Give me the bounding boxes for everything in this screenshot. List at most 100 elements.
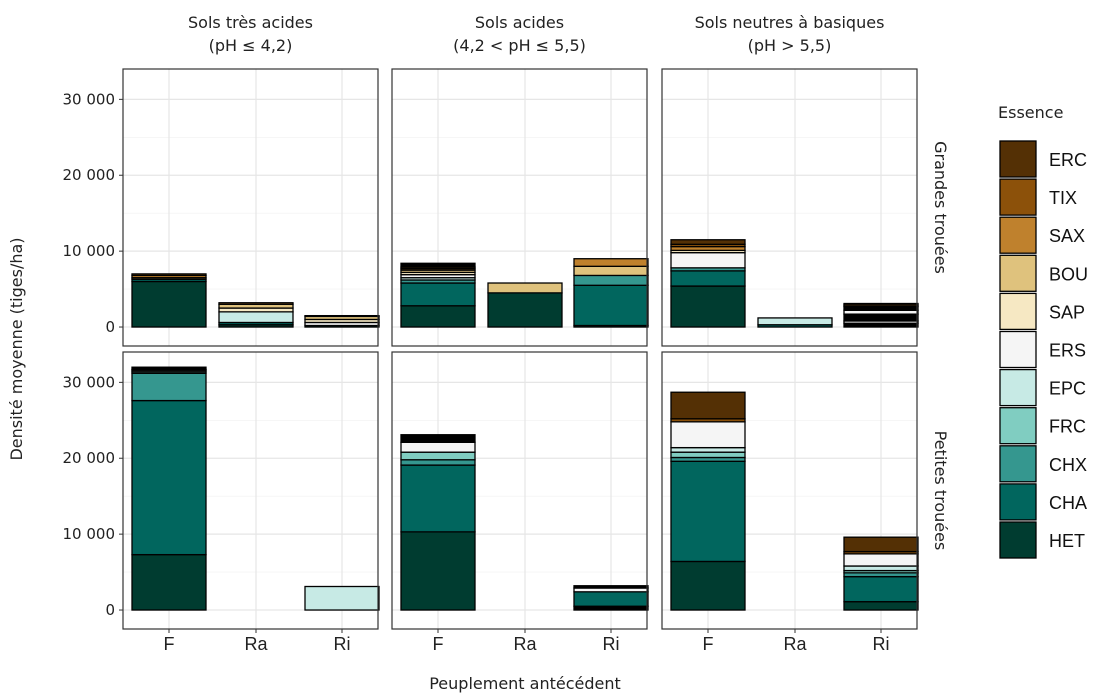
x-tick-label: F <box>433 634 444 654</box>
bar-segment <box>843 565 919 572</box>
legend-label: SAX <box>1049 226 1085 246</box>
bar-segment <box>573 265 649 277</box>
bar-segment <box>670 560 746 611</box>
bar-segment <box>670 285 746 328</box>
legend-label: CHX <box>1049 455 1087 475</box>
panel-border <box>661 351 918 630</box>
x-tick-label: Ri <box>603 634 620 654</box>
legend-title: Essence <box>998 103 1063 122</box>
legend-swatch <box>999 330 1037 369</box>
bar-segment <box>843 313 919 322</box>
y-axis-title: Densité moyenne (tiges/ha) <box>7 237 26 460</box>
bar-segment <box>400 434 476 443</box>
bar-segment <box>131 366 207 371</box>
legend-swatch <box>999 292 1037 331</box>
panel-border <box>661 68 918 347</box>
legend-swatch <box>999 140 1037 178</box>
bar-segment <box>670 460 746 563</box>
bar-segment <box>304 314 380 318</box>
legend-swatch <box>999 521 1037 559</box>
bar-segment <box>400 531 476 611</box>
legend-swatch <box>999 483 1037 521</box>
bar-segment <box>131 399 207 556</box>
bar-segment <box>573 284 649 327</box>
column-strip-label: (4,2 < pH ≤ 5,5) <box>453 36 586 55</box>
y-tick-label: 30 000 <box>63 373 116 391</box>
bar-segment <box>400 441 476 453</box>
legend-swatch <box>999 216 1037 254</box>
x-tick-label: Ra <box>513 634 537 654</box>
bar-segment <box>573 274 649 286</box>
legend-swatch <box>999 254 1037 292</box>
bar-segment <box>131 553 207 611</box>
y-tick-label: 10 000 <box>63 242 116 260</box>
bar-segment <box>843 601 919 611</box>
y-tick-label: 20 000 <box>63 449 116 467</box>
legend-label: ERC <box>1049 150 1087 170</box>
bar-segment <box>400 305 476 328</box>
column-strip-label: Sols très acides <box>188 13 313 32</box>
bar-segment <box>670 421 746 449</box>
legend-label: CHA <box>1049 493 1087 513</box>
legend-label: BOU <box>1049 264 1088 284</box>
legend-label: TIX <box>1049 188 1077 208</box>
x-tick-label: Ra <box>783 634 807 654</box>
bar-segment <box>573 585 649 589</box>
bar-segment <box>573 591 649 607</box>
row-strip-label: Petites trouées <box>931 431 950 551</box>
y-tick-label: 10 000 <box>63 525 116 543</box>
legend-label: EPC <box>1049 379 1086 399</box>
panel-border <box>122 68 379 347</box>
bar-segment <box>218 302 294 305</box>
y-tick-label: 0 <box>105 318 115 336</box>
bar-segment <box>487 282 563 294</box>
bar-segment <box>400 459 476 466</box>
bar-segment <box>843 302 919 306</box>
x-tick-label: F <box>164 634 175 654</box>
legend-swatch <box>999 178 1037 216</box>
bar-segment <box>843 575 919 603</box>
legend-swatch <box>999 445 1037 483</box>
y-tick-label: 20 000 <box>63 166 116 184</box>
x-axis-title: Peuplement antécédent <box>429 674 621 693</box>
x-tick-label: Ri <box>334 634 351 654</box>
bar-segment <box>400 451 476 461</box>
bar-segment <box>670 446 746 453</box>
legend-label: FRC <box>1049 417 1086 437</box>
bar-segment <box>757 317 833 326</box>
y-tick-label: 0 <box>105 601 115 619</box>
legend-swatch <box>999 368 1037 407</box>
column-strip-label: Sols acides <box>475 13 564 32</box>
column-strip-label: (pH > 5,5) <box>748 36 832 55</box>
bar-segment <box>304 585 380 611</box>
column-strip-label: (pH ≤ 4,2) <box>209 36 293 55</box>
column-strip-label: Sols neutres à basiques <box>695 13 885 32</box>
bar-segment <box>131 280 207 328</box>
bar-segment <box>131 273 207 277</box>
bar-segment <box>670 270 746 287</box>
legend-label: HET <box>1049 531 1085 551</box>
bar-segment <box>670 391 746 420</box>
panel-border <box>391 351 648 630</box>
bar-segment <box>400 464 476 533</box>
bar-segment <box>218 311 294 324</box>
bar-segment <box>400 282 476 307</box>
bar-segment <box>400 262 476 268</box>
bar-segment <box>670 451 746 459</box>
bar-segment <box>670 239 746 245</box>
y-tick-label: 30 000 <box>63 90 116 108</box>
panel-border <box>391 68 648 347</box>
bar-segment <box>131 372 207 402</box>
bar-segment <box>843 536 919 553</box>
legend-label: SAP <box>1049 302 1085 322</box>
row-strip-label: Grandes trouées <box>931 141 950 274</box>
x-tick-label: F <box>703 634 714 654</box>
bar-segment <box>670 252 746 269</box>
bar-segment <box>573 258 649 267</box>
legend-label: ERS <box>1049 341 1086 361</box>
x-tick-label: Ra <box>244 634 268 654</box>
legend-swatch <box>999 407 1037 445</box>
bar-segment <box>487 292 563 328</box>
bar-segment <box>843 553 919 567</box>
